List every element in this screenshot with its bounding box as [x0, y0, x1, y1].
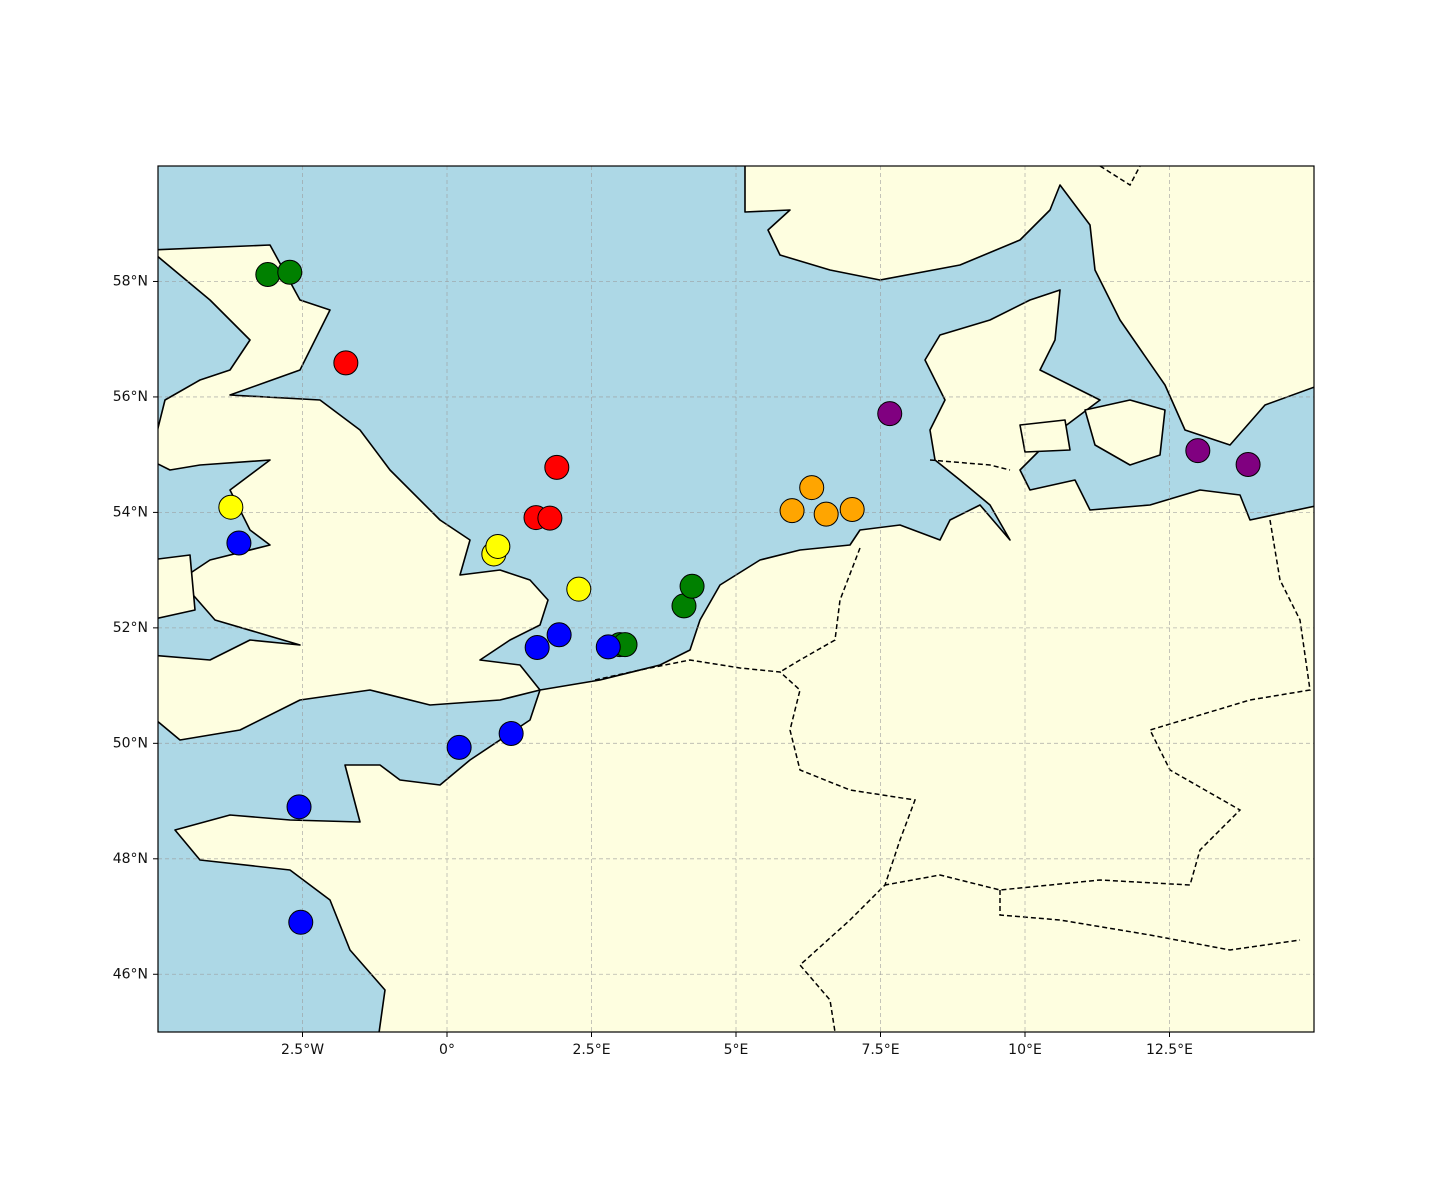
station-point — [498, 721, 524, 747]
station-point — [779, 498, 805, 524]
border — [929, 459, 1011, 471]
x-tick-label: 0° — [439, 1042, 455, 1058]
x-tick-label: 2.5°E — [572, 1042, 610, 1058]
great-britain — [158, 244, 549, 741]
station-point — [544, 454, 570, 480]
funen — [1019, 419, 1071, 453]
station-point — [813, 501, 839, 527]
y-tick-label: 48°N — [113, 851, 148, 867]
x-tick-label: 5°E — [724, 1042, 749, 1058]
station-point — [485, 533, 511, 559]
station-point — [277, 259, 303, 285]
scandinavia — [744, 166, 1314, 446]
land-layer — [158, 166, 1314, 1032]
station-point — [566, 576, 592, 602]
x-tick-label: 7.5°E — [861, 1042, 899, 1058]
x-tick-label: 2.5°W — [281, 1042, 324, 1058]
station-point — [799, 475, 825, 501]
station-point — [333, 350, 359, 376]
station-point — [1185, 438, 1211, 464]
station-point — [288, 909, 314, 935]
border — [999, 890, 1301, 951]
station-point — [679, 573, 705, 599]
station-point — [595, 634, 621, 660]
x-tick-label: 12.5°E — [1146, 1042, 1193, 1058]
station-point — [446, 734, 472, 760]
border — [1099, 166, 1141, 187]
station-point — [286, 794, 312, 820]
zealand — [1084, 399, 1166, 466]
x-tick-label: 10°E — [1008, 1042, 1042, 1058]
y-tick-label: 46°N — [113, 966, 148, 982]
station-point — [226, 530, 252, 556]
border — [884, 519, 1311, 891]
y-tick-label: 58°N — [113, 273, 148, 289]
station-point — [537, 505, 563, 531]
station-point — [1235, 451, 1261, 477]
station-point — [839, 497, 865, 523]
border — [779, 547, 861, 673]
station-point — [546, 622, 572, 648]
continent — [174, 289, 1314, 1032]
y-tick-label: 56°N — [113, 389, 148, 405]
border — [594, 659, 917, 1032]
station-point — [218, 494, 244, 520]
station-point — [524, 634, 550, 660]
station-point — [255, 262, 281, 288]
station-point — [877, 401, 903, 427]
y-tick-label: 52°N — [113, 620, 148, 636]
ireland — [158, 554, 196, 620]
y-tick-label: 54°N — [113, 504, 148, 520]
y-tick-label: 50°N — [113, 735, 148, 751]
